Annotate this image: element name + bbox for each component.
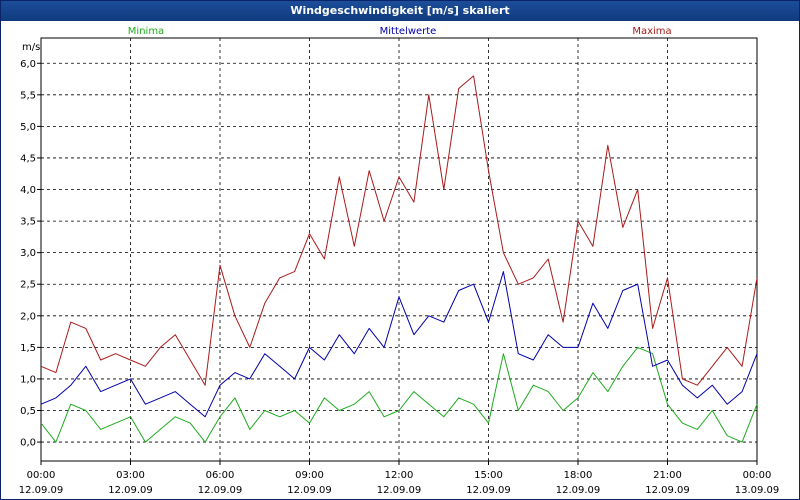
x-tick-time-label: 00:00 <box>743 470 772 481</box>
series-minima-line <box>40 346 758 443</box>
y-tick-label: 2,0 <box>20 311 36 322</box>
x-axis-tick-labels: 00:00 12.09.09 03:00 12.09.09 06:00 12.09.09 0… <box>19 470 780 496</box>
series-maxima-line <box>40 75 758 386</box>
x-tick-date-label: 12.09.09 <box>645 485 690 496</box>
y-tick-label: 6,0 <box>20 59 36 70</box>
x-tick-time-label: 09:00 <box>295 470 324 481</box>
y-tick-label: 4,5 <box>20 153 36 164</box>
y-tick-label: 5,0 <box>20 122 36 133</box>
series-mittelwerte-line <box>40 271 758 418</box>
y-tick-label: 4,0 <box>20 185 36 196</box>
x-tick-date-label: 12.09.09 <box>287 485 332 496</box>
legend-series-minima: Minima <box>128 26 164 37</box>
y-axis-tick-labels: 0,0 0,5 1,0 1,5 2,0 2,5 3,0 3,5 4,0 4,5 5,0 5,5 6,0 <box>20 59 36 449</box>
x-tick-time-label: 06:00 <box>206 470 235 481</box>
y-tick-label: 2,5 <box>20 280 36 291</box>
x-tick-date-label: 12.09.09 <box>466 485 511 496</box>
x-tick-date-label: 12.09.09 <box>377 485 422 496</box>
x-tick-date-label: 12.09.09 <box>19 485 64 496</box>
x-tick-time-label: 00:00 <box>27 470 56 481</box>
plot-area-border <box>40 37 758 462</box>
y-axis-label: m/s <box>22 42 40 53</box>
y-tick-label: 0,5 <box>20 406 36 417</box>
y-tick-label: 1,0 <box>20 374 36 385</box>
legend: Minima Mittelwerte Maxima <box>128 26 672 37</box>
x-tick-date-label: 12.09.09 <box>108 485 153 496</box>
x-tick-time-label: 12:00 <box>385 470 414 481</box>
legend-series-mittelwerte: Mittelwerte <box>380 26 437 37</box>
x-tick-date-label: 12.09.09 <box>556 485 601 496</box>
y-tick-label: 0,0 <box>20 438 36 449</box>
series-layer <box>40 75 758 443</box>
window-title: Windgeschwindigkeit [m/s] skaliert <box>1 1 799 21</box>
y-tick-label: 3,0 <box>20 248 36 259</box>
x-tick-date-label: 12.09.09 <box>198 485 243 496</box>
grid-layer <box>37 38 758 465</box>
x-tick-time-label: 18:00 <box>564 470 593 481</box>
legend-series-maxima: Maxima <box>632 26 671 37</box>
y-tick-label: 3,5 <box>20 217 36 228</box>
y-tick-label: 1,5 <box>20 343 36 354</box>
x-tick-time-label: 03:00 <box>116 470 145 481</box>
y-tick-label: 5,5 <box>20 90 36 101</box>
x-tick-time-label: 15:00 <box>474 470 503 481</box>
x-tick-date-label: 13.09.09 <box>735 485 780 496</box>
x-tick-time-label: 21:00 <box>653 470 682 481</box>
